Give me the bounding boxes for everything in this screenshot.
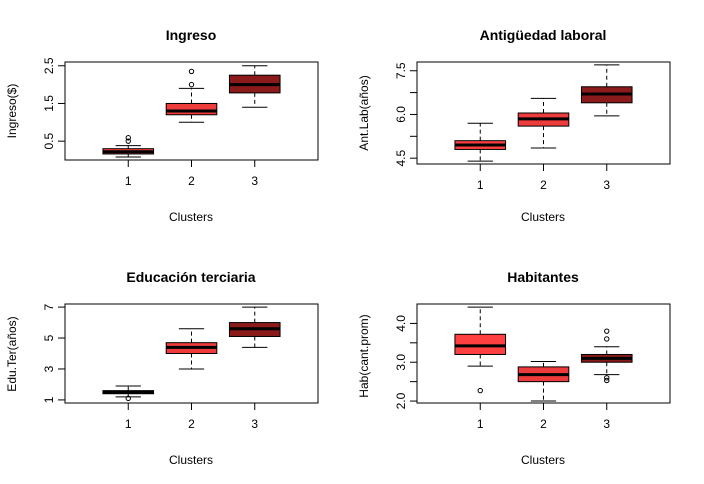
outlier-point (477, 387, 483, 394)
x-tick-label: 3 (603, 417, 610, 431)
outlier-point (125, 135, 131, 141)
panel-habitantes: Habitantes Clusters Hab(cant.prom) 2.0 3.… (357, 269, 671, 467)
y-tick-label: 3.0 (394, 354, 408, 371)
y-axis-label: Hab(cant.prom) (357, 314, 371, 397)
outlier-point (188, 81, 195, 88)
y-tick-label: 1 (42, 396, 56, 403)
box-cluster-3 (228, 65, 281, 108)
box-iqr (454, 333, 507, 355)
outlier-point (604, 336, 610, 342)
plot-area: 4.5 6.0 7.5 1 2 3 (394, 61, 671, 192)
x-tick-label: 3 (603, 178, 610, 192)
y-tick-label: 2.5 (42, 57, 56, 74)
box-cluster-3 (580, 328, 633, 384)
box-cluster-2 (517, 360, 570, 402)
outlier-point (188, 68, 195, 75)
panel-educacion-terciaria: Educación terciaria Clusters Edu.Ter(año… (5, 269, 319, 467)
x-tick-label: 1 (477, 417, 484, 431)
y-tick-label: 1.5 (42, 95, 56, 112)
box-cluster-1 (102, 135, 155, 158)
y-axis-label: Edu.Ter(años) (5, 316, 19, 391)
box-cluster-2 (517, 97, 570, 149)
panel-title: Ingreso (166, 27, 217, 43)
x-tick-label: 2 (188, 417, 195, 431)
y-tick-label: 4.0 (394, 315, 408, 332)
box-cluster-3 (580, 64, 633, 117)
panel-title: Habitantes (507, 269, 579, 285)
x-tick-label: 1 (125, 174, 132, 188)
y-tick-label: 7 (42, 303, 56, 310)
x-tick-label: 3 (251, 417, 258, 431)
box-cluster-1 (102, 385, 155, 402)
outlier-point (604, 377, 610, 384)
y-tick-label: 3 (42, 365, 56, 372)
box-cluster-3 (228, 306, 281, 348)
box-cluster-2 (165, 68, 218, 123)
y-tick-label: 6.0 (394, 106, 408, 123)
y-tick-label: 5 (42, 334, 56, 341)
box-cluster-2 (165, 328, 218, 370)
x-axis-label: Clusters (521, 453, 565, 467)
panel-title: Educación terciaria (126, 269, 255, 285)
y-tick-label: 7.5 (394, 62, 408, 79)
outlier-point (604, 375, 610, 381)
panel-antiguedad-laboral: Antigüedad laboral Clusters Ant.Lab(años… (357, 27, 671, 224)
x-tick-label: 1 (477, 178, 484, 192)
y-tick-label: 0.5 (42, 132, 56, 149)
x-axis-label: Clusters (169, 453, 213, 467)
outlier-point (125, 395, 131, 402)
y-tick-label: 4.5 (394, 150, 408, 167)
y-axis-label: Ingreso($) (5, 84, 19, 139)
x-tick-label: 2 (188, 174, 195, 188)
x-axis-label: Clusters (521, 210, 565, 224)
outlier-point (125, 138, 131, 144)
y-axis-label: Ant.Lab(años) (357, 75, 371, 150)
x-tick-label: 2 (540, 417, 547, 431)
panel-title: Antigüedad laboral (480, 27, 607, 43)
x-tick-label: 3 (251, 174, 258, 188)
box-iqr (165, 102, 218, 116)
outlier-point (604, 328, 610, 334)
box-cluster-1 (454, 122, 507, 162)
plot-area: 2.0 3.0 4.0 1 2 3 (394, 303, 671, 431)
panel-ingreso: Ingreso Clusters Ingreso($) 0.5 1.5 2.5 1 2 3 (5, 27, 319, 224)
x-axis-label: Clusters (169, 210, 213, 224)
box-cluster-1 (454, 306, 507, 394)
plot-area: 0.5 1.5 2.5 1 2 3 (42, 57, 319, 188)
y-tick-label: 2.0 (394, 392, 408, 409)
plot-area: 1 3 5 7 1 2 3 (42, 303, 319, 431)
x-tick-label: 2 (540, 178, 547, 192)
x-tick-label: 1 (125, 417, 132, 431)
